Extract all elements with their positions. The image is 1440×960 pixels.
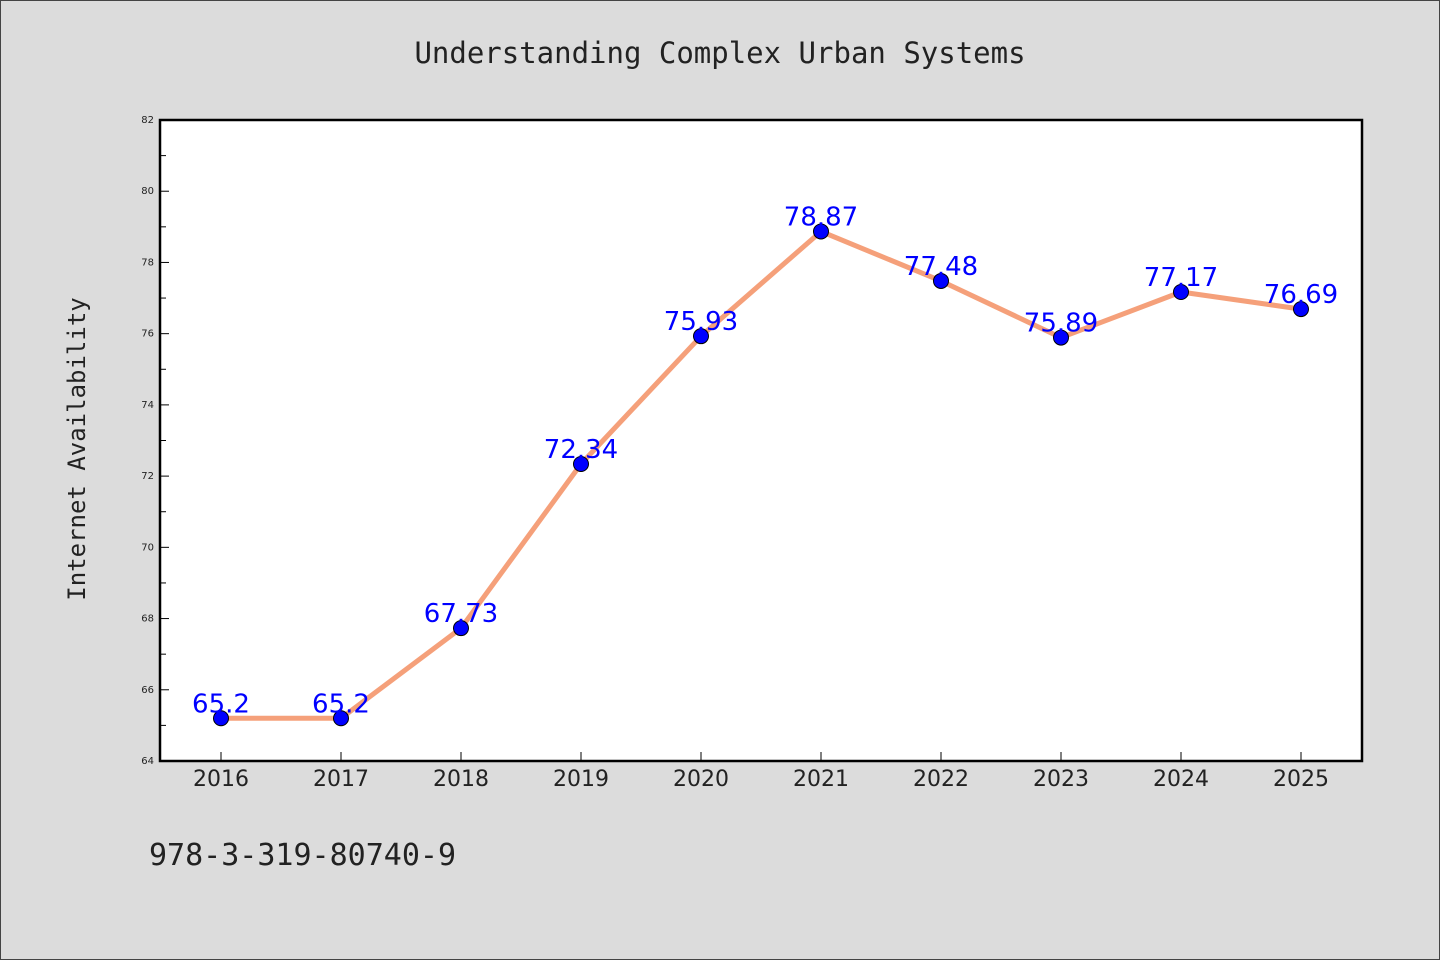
data-label: 76.69 — [1264, 280, 1338, 310]
x-tick-label: 2020 — [673, 767, 729, 792]
x-axis-ticks: 2016 2017 2018 2019 2020 2021 2022 2023 2024 2025 — [193, 752, 1329, 792]
x-tick-label: 2019 — [553, 767, 609, 792]
data-point — [573, 456, 589, 473]
data-point — [453, 620, 469, 637]
data-point — [213, 710, 229, 727]
x-tick-label: 2022 — [913, 767, 969, 792]
data-label: 78.87 — [784, 202, 858, 232]
data-point — [813, 223, 829, 240]
y-tick-label: 68 — [141, 614, 154, 625]
y-tick-label: 74 — [141, 400, 154, 411]
data-label: 77.17 — [1144, 263, 1218, 293]
isbn-text: 978-3-319-80740-9 — [149, 838, 456, 873]
x-tick-label: 2018 — [433, 767, 489, 792]
data-label: 75.93 — [664, 307, 738, 337]
y-tick-label: 78 — [141, 257, 154, 268]
data-label: 67.73 — [424, 599, 498, 629]
y-axis-label: Internet Availability — [63, 297, 91, 600]
data-point — [1173, 284, 1189, 301]
x-tick-label: 2016 — [193, 767, 249, 792]
data-point — [333, 710, 349, 727]
y-tick-label: 72 — [141, 471, 154, 482]
chart-title: Understanding Complex Urban Systems — [414, 36, 1025, 70]
data-label: 75.89 — [1024, 309, 1098, 339]
y-tick-label: 82 — [141, 115, 154, 126]
y-tick-label: 66 — [141, 685, 154, 696]
y-tick-label: 64 — [141, 756, 154, 767]
data-point — [933, 272, 949, 289]
x-tick-label: 2024 — [1153, 767, 1209, 792]
data-label: 65.2 — [192, 689, 250, 719]
data-label: 77.48 — [904, 252, 978, 282]
data-point — [1293, 301, 1309, 318]
data-point — [693, 328, 709, 345]
x-tick-label: 2023 — [1033, 767, 1089, 792]
series-layer — [213, 223, 1309, 727]
y-tick-label: 80 — [141, 186, 154, 197]
x-tick-label: 2025 — [1273, 767, 1329, 792]
y-tick-label: 76 — [141, 329, 154, 340]
plot-area — [158, 118, 1364, 763]
x-tick-label: 2017 — [313, 767, 369, 792]
data-point — [1053, 329, 1069, 346]
data-labels-layer: 65.2 65.2 67.73 72.34 75.93 78.87 77.48 75.89 77… — [192, 202, 1338, 719]
x-tick-label: 2021 — [793, 767, 849, 792]
data-label: 65.2 — [312, 689, 370, 719]
y-tick-label: 70 — [141, 542, 154, 553]
series-line — [218, 228, 1304, 721]
y-axis-ticks: 64 66 68 70 72 74 76 78 80 82 — [141, 115, 169, 767]
data-label: 72.34 — [544, 435, 618, 465]
